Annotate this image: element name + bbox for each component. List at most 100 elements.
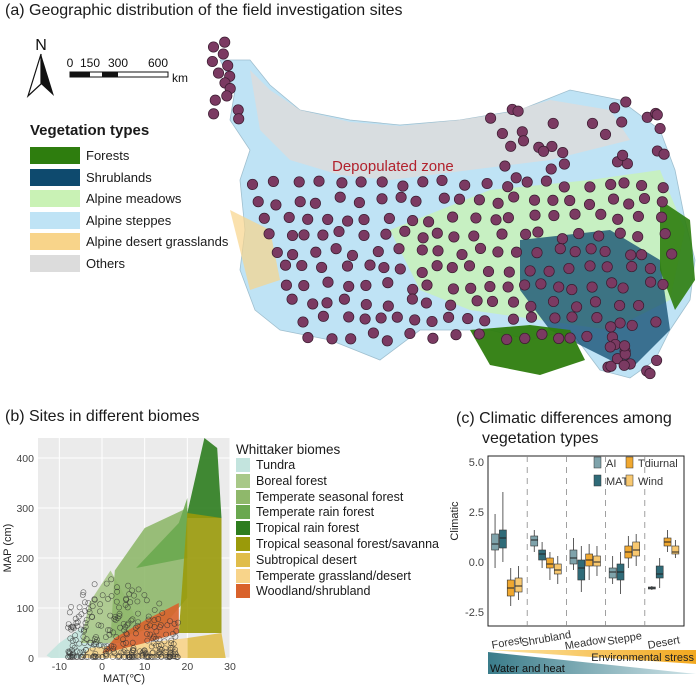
site-marker bbox=[599, 128, 612, 140]
box bbox=[491, 533, 499, 551]
site-point bbox=[103, 653, 109, 659]
site-marker bbox=[644, 263, 656, 275]
site-point bbox=[145, 616, 152, 623]
site-marker bbox=[636, 249, 648, 261]
box bbox=[593, 555, 601, 567]
site-marker bbox=[492, 246, 504, 258]
biome-legend-item: Tundra bbox=[236, 458, 295, 472]
svg-text:km: km bbox=[172, 71, 188, 85]
site-marker bbox=[270, 199, 282, 211]
site-marker bbox=[666, 248, 678, 260]
site-marker bbox=[252, 196, 264, 208]
site-marker bbox=[604, 341, 616, 353]
legend-label: Alpine steppes bbox=[86, 212, 172, 228]
x-tick-label: -10 bbox=[52, 661, 67, 673]
site-point bbox=[80, 633, 87, 640]
site-point bbox=[98, 622, 105, 629]
site-point bbox=[163, 631, 169, 638]
site-marker bbox=[548, 210, 560, 222]
site-point bbox=[83, 636, 90, 642]
site-marker bbox=[651, 109, 663, 121]
site-point bbox=[134, 622, 141, 629]
site-marker bbox=[382, 277, 394, 289]
site-marker bbox=[564, 195, 576, 207]
stress-gradient bbox=[488, 650, 696, 664]
site-marker bbox=[620, 96, 632, 108]
site-point bbox=[108, 642, 115, 649]
biome-legend-item: Temperate rain forest bbox=[236, 505, 374, 520]
vegetation-legend-title: Vegetation types bbox=[30, 122, 150, 139]
site-marker bbox=[317, 229, 329, 241]
site-marker bbox=[372, 246, 384, 258]
site-marker bbox=[625, 249, 637, 261]
site-marker bbox=[553, 281, 565, 293]
site-point bbox=[155, 642, 162, 649]
site-point bbox=[172, 646, 178, 653]
site-marker bbox=[206, 55, 218, 68]
site-marker bbox=[505, 140, 517, 152]
box bbox=[499, 529, 507, 549]
site-point bbox=[102, 648, 109, 655]
site-point bbox=[89, 645, 96, 652]
legend-label: AI bbox=[606, 458, 616, 470]
site-point bbox=[92, 654, 99, 660]
site-marker bbox=[407, 283, 419, 295]
y-tick-label: 2.5 bbox=[469, 507, 484, 519]
site-marker bbox=[399, 225, 411, 237]
svg-text:0: 0 bbox=[67, 56, 74, 70]
site-marker bbox=[302, 213, 314, 225]
site-marker bbox=[609, 102, 621, 114]
site-marker bbox=[563, 262, 575, 275]
site-marker bbox=[453, 193, 466, 205]
site-point bbox=[132, 624, 139, 631]
site-point bbox=[163, 654, 170, 660]
site-marker bbox=[484, 281, 496, 293]
site-marker bbox=[297, 316, 309, 328]
site-marker bbox=[417, 232, 429, 244]
biome-legend-item: Tropical seasonal forest/savanna bbox=[236, 537, 439, 551]
vegetation-legend-item: Alpine meadows bbox=[30, 190, 181, 207]
site-point bbox=[110, 648, 117, 655]
category-label: Steppe bbox=[606, 630, 642, 648]
site-marker bbox=[569, 208, 581, 220]
site-marker bbox=[382, 300, 394, 312]
site-point bbox=[73, 619, 80, 626]
site-point bbox=[149, 650, 156, 656]
site-point bbox=[156, 600, 163, 607]
site-point bbox=[122, 601, 129, 608]
site-marker bbox=[404, 327, 416, 340]
site-point bbox=[158, 642, 165, 648]
site-marker bbox=[407, 215, 419, 227]
site-marker bbox=[271, 246, 283, 259]
legend-swatch bbox=[236, 473, 250, 488]
legend-swatch bbox=[30, 254, 80, 272]
site-point bbox=[126, 591, 133, 597]
vegetation-legend-item: Forests bbox=[30, 147, 129, 164]
site-marker bbox=[535, 278, 547, 290]
site-point bbox=[91, 581, 98, 588]
site-marker bbox=[657, 278, 669, 290]
site-point bbox=[113, 634, 120, 640]
site-marker bbox=[645, 276, 657, 288]
forest-region-east bbox=[660, 200, 695, 310]
site-marker bbox=[490, 214, 502, 226]
legend-swatch bbox=[30, 211, 80, 229]
site-marker bbox=[654, 122, 666, 135]
site-point bbox=[116, 613, 123, 619]
site-point bbox=[155, 651, 162, 658]
site-marker bbox=[207, 41, 220, 53]
scale-bar: 0 150 300 600 km bbox=[67, 56, 188, 85]
site-marker bbox=[298, 229, 310, 241]
site-marker bbox=[571, 301, 583, 313]
site-marker bbox=[626, 261, 638, 273]
site-marker bbox=[492, 197, 504, 209]
site-point bbox=[125, 620, 132, 627]
site-point bbox=[105, 627, 111, 633]
site-marker bbox=[321, 297, 333, 309]
site-marker bbox=[479, 315, 491, 327]
site-point bbox=[125, 582, 132, 589]
site-marker bbox=[606, 277, 618, 289]
site-marker bbox=[566, 284, 578, 296]
site-point bbox=[129, 639, 136, 646]
site-point bbox=[173, 628, 180, 635]
